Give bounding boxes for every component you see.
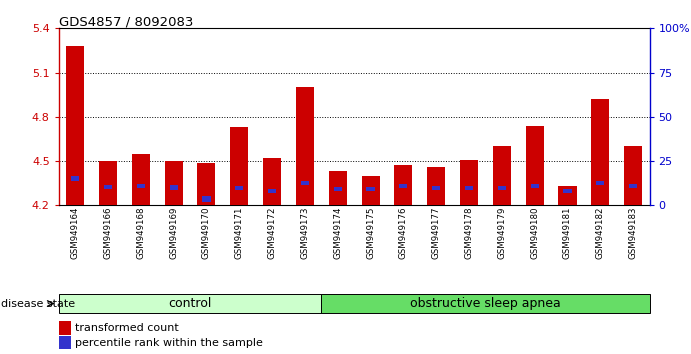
Bar: [301, 181, 309, 185]
Bar: [460, 160, 478, 205]
Bar: [329, 171, 347, 205]
Bar: [493, 146, 511, 205]
Bar: [465, 186, 473, 190]
Bar: [235, 186, 243, 190]
Text: obstructive sleep apnea: obstructive sleep apnea: [410, 297, 561, 310]
Bar: [432, 186, 440, 190]
Bar: [563, 189, 571, 193]
Bar: [296, 87, 314, 205]
Bar: [268, 189, 276, 193]
Text: transformed count: transformed count: [75, 323, 178, 333]
Bar: [230, 127, 248, 205]
Bar: [624, 146, 642, 205]
Bar: [526, 126, 544, 205]
Text: control: control: [169, 297, 211, 310]
Bar: [427, 167, 445, 205]
Bar: [629, 184, 637, 188]
Bar: [558, 186, 576, 205]
Text: percentile rank within the sample: percentile rank within the sample: [75, 338, 263, 348]
Bar: [263, 158, 281, 205]
Bar: [202, 196, 211, 202]
Bar: [334, 187, 342, 191]
Bar: [169, 185, 178, 190]
Bar: [198, 162, 216, 205]
Bar: [531, 184, 539, 188]
Bar: [399, 184, 408, 188]
Bar: [361, 176, 379, 205]
Bar: [164, 161, 182, 205]
Bar: [104, 185, 112, 189]
Bar: [99, 161, 117, 205]
Bar: [395, 166, 413, 205]
Bar: [596, 181, 605, 185]
Text: GDS4857 / 8092083: GDS4857 / 8092083: [59, 16, 193, 29]
Bar: [66, 46, 84, 205]
Text: disease state: disease state: [1, 298, 75, 309]
Bar: [366, 187, 375, 191]
Bar: [71, 176, 79, 181]
Bar: [132, 154, 150, 205]
Bar: [137, 184, 145, 188]
Bar: [591, 99, 609, 205]
Bar: [498, 186, 506, 190]
